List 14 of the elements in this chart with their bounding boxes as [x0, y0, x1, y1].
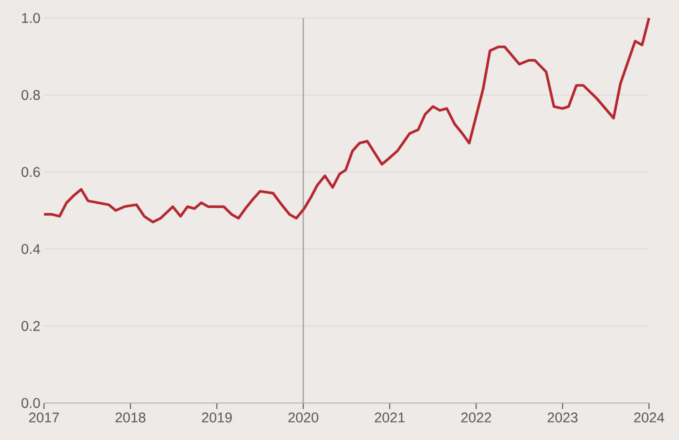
x-tick-label: 2021: [374, 412, 405, 422]
x-tick-label: 2024: [634, 412, 664, 422]
x-tick-label: 2023: [548, 412, 578, 422]
x-tick-label: 2017: [29, 412, 59, 422]
y-tick-label: 0.8: [22, 90, 40, 100]
x-tick-label: 2019: [202, 412, 232, 422]
x-tick-label: 2020: [288, 412, 318, 422]
y-tick-label: 0.6: [22, 167, 40, 177]
y-tick-label: 0.0: [22, 398, 40, 408]
y-tick-label: 0.4: [22, 244, 40, 254]
y-tick-label: 0.2: [22, 321, 40, 331]
x-tick-label: 2018: [116, 412, 146, 422]
y-tick-label: 1.0: [22, 13, 40, 23]
x-tick-label: 2022: [461, 412, 492, 422]
